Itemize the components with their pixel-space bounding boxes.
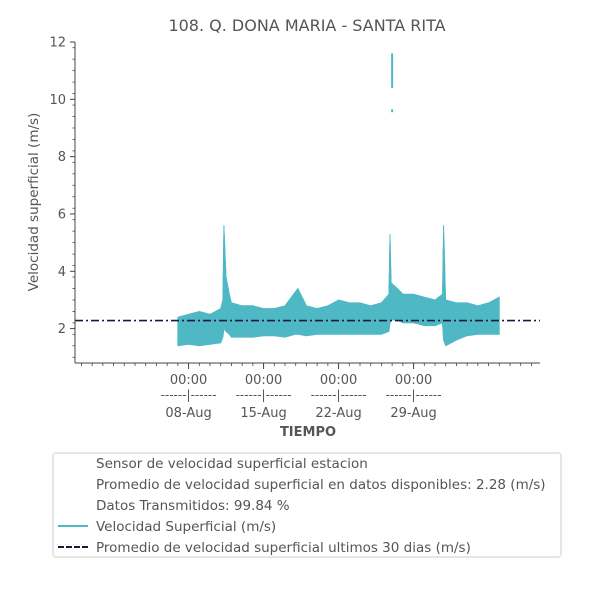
x-tick-date-label: 08-Aug — [165, 406, 211, 421]
legend-transmitted-label: Datos Transmitidos: 99.84 % — [96, 498, 290, 514]
legend-average-label: Promedio de velocidad superficial en dat… — [96, 477, 546, 493]
velocity-series-trace — [177, 225, 498, 346]
legend-sensor-label: Sensor de velocidad superficial estacion — [96, 456, 368, 472]
y-tick-label: 4 — [58, 265, 66, 280]
x-tick-separator: ------|------ — [386, 388, 442, 402]
axes: 2468101200:00------|------08-Aug00:00---… — [49, 36, 540, 421]
x-tick-time-label: 00:00 — [245, 373, 282, 388]
x-tick-separator: ------|------ — [161, 388, 217, 402]
x-tick-time-label: 00:00 — [170, 373, 207, 388]
x-tick-time-label: 00:00 — [320, 373, 357, 388]
legend-velocity-swatch — [58, 525, 88, 527]
y-tick-label: 6 — [58, 207, 66, 222]
x-axis-label: TIEMPO — [280, 425, 336, 440]
y-tick-label: 12 — [49, 36, 66, 51]
y-tick-label: 8 — [58, 150, 66, 165]
legend-mean-label: Promedio de velocidad superficial ultimo… — [96, 540, 471, 556]
legend-mean-swatch — [58, 546, 88, 548]
chart-title: 108. Q. DONA MARIA - SANTA RITA — [168, 16, 445, 35]
y-axis-label: Velocidad superficial (m/s) — [26, 113, 42, 292]
plot-area — [75, 53, 540, 347]
x-tick-date-label: 29-Aug — [390, 406, 436, 421]
y-tick-label: 2 — [58, 322, 66, 337]
x-tick-date-label: 22-Aug — [315, 406, 361, 421]
legend-velocity-label: Velocidad Superficial (m/s) — [96, 519, 277, 535]
x-tick-separator: ------|------ — [311, 388, 367, 402]
x-tick-time-label: 00:00 — [395, 373, 432, 388]
y-tick-label: 10 — [49, 93, 66, 108]
x-tick-date-label: 15-Aug — [240, 406, 286, 421]
legend: Sensor de velocidad superficial estacion… — [52, 452, 562, 558]
x-tick-separator: ------|------ — [236, 388, 292, 402]
